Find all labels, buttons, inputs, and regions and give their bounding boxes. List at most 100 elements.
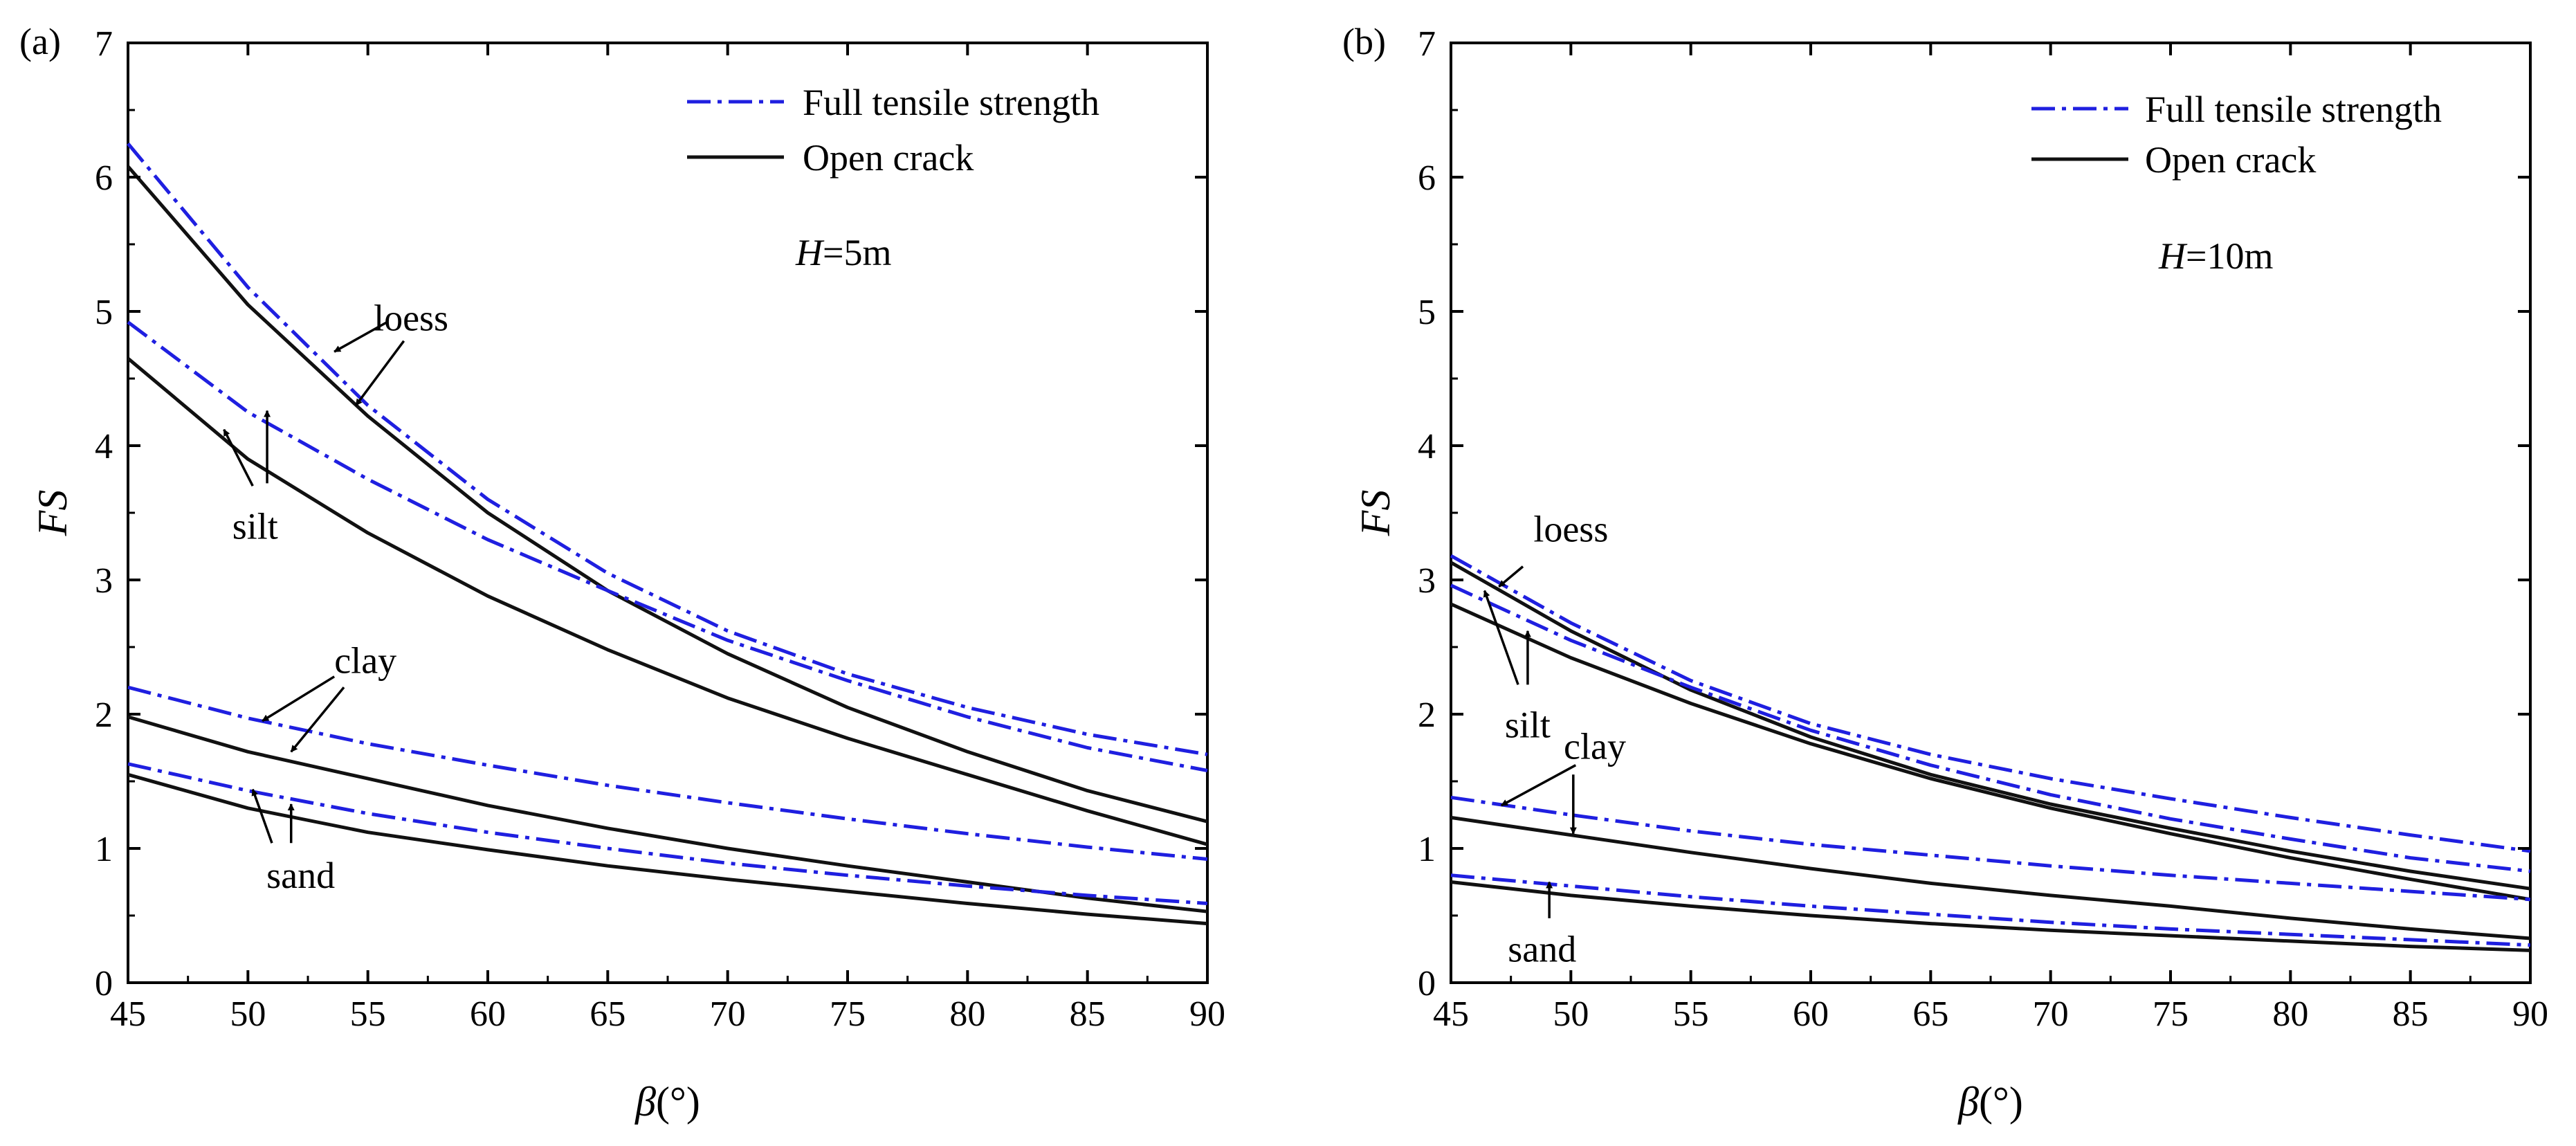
x-tick-label: 80 (949, 994, 985, 1034)
x-tick-label: 60 (1793, 994, 1829, 1034)
height-value: =5m (823, 232, 891, 273)
curve-label-sand: sand (266, 855, 335, 896)
x-tick-label: 85 (1070, 994, 1106, 1034)
panel-label: (a) (19, 21, 61, 62)
y-tick-label: 0 (95, 964, 113, 1003)
curve-label-silt: silt (232, 505, 278, 547)
y-tick-label: 7 (95, 24, 113, 64)
curve-labels: loess silt clay sand (1505, 508, 1626, 970)
legend-open-label: Open crack (803, 137, 974, 179)
curve-label-silt: silt (1505, 704, 1551, 746)
series-sand-open (127, 772, 1208, 926)
y-tick-label: 1 (95, 830, 113, 869)
x-tick-label: 75 (830, 994, 866, 1034)
series-silt-open (1450, 602, 2531, 902)
legend: Full tensile strength Open crack (687, 82, 1099, 179)
curve-label-loess: loess (1533, 508, 1608, 549)
x-tick-label: 65 (1912, 994, 1948, 1034)
x-tick-label: 70 (2033, 994, 2069, 1034)
y-axis-label: FS (30, 490, 75, 537)
label-arrow-silt (223, 428, 254, 486)
series-sand-full (127, 762, 1208, 905)
y-tick-label: 2 (95, 695, 113, 735)
series-sand-full (1450, 873, 2531, 947)
x-tick-label: 75 (2153, 994, 2189, 1034)
y-tick-label: 1 (1418, 830, 1436, 869)
curve-labels: loess silt clay sand (232, 298, 448, 896)
x-axis-label: β(°) (1957, 1079, 2023, 1125)
x-tick-label: 55 (1673, 994, 1709, 1034)
x-tick-label: 90 (2512, 994, 2548, 1034)
series-loess-full (1450, 554, 2531, 853)
legend-full-label: Full tensile strength (803, 82, 1099, 123)
curve-label-sand: sand (1508, 929, 1576, 970)
height-annotation: H=5m (795, 232, 891, 273)
x-tick-label: 45 (1433, 994, 1469, 1034)
height-symbol: H (2158, 235, 2188, 277)
y-tick-label: 4 (1418, 427, 1436, 466)
y-tick-label: 7 (1418, 24, 1436, 64)
y-tick-label: 2 (1418, 695, 1436, 735)
label-arrow-loess (1498, 565, 1524, 588)
series-loess-open (1450, 561, 2531, 891)
label-arrow-sand (251, 788, 273, 844)
axis-ticks (127, 42, 1209, 984)
label-arrows (223, 320, 405, 844)
x-tick-label: 85 (2393, 994, 2429, 1034)
y-tick-label: 4 (95, 427, 113, 466)
legend-full-label: Full tensile strength (2145, 89, 2442, 130)
y-tick-label: 3 (95, 561, 113, 601)
label-arrow-silt (1483, 590, 1519, 685)
label-arrows (1483, 565, 1577, 918)
series-clay-open (127, 715, 1208, 913)
curve-label-loess: loess (374, 298, 448, 339)
x-axis-symbol: β (1957, 1079, 1979, 1125)
label-arrow-clay (290, 686, 345, 753)
label-arrow-clay (1500, 764, 1577, 807)
height-symbol: H (795, 232, 825, 273)
label-arrow-loess (354, 340, 405, 406)
label-arrow-loess (334, 320, 388, 353)
curve-label-clay: clay (1564, 726, 1626, 767)
y-tick-label: 3 (1418, 561, 1436, 601)
x-tick-label: 70 (710, 994, 746, 1034)
series-group (127, 142, 1208, 926)
y-tick-label: 0 (1418, 964, 1436, 1003)
y-tick-label: 5 (95, 293, 113, 332)
x-tick-label: 60 (470, 994, 506, 1034)
y-axis-label: FS (1353, 490, 1398, 537)
x-axis-symbol: β (634, 1079, 656, 1125)
series-clay-full (1450, 795, 2531, 902)
x-tick-label: 50 (1553, 994, 1589, 1034)
panel-label: (b) (1342, 21, 1386, 62)
y-tick-label: 5 (1418, 293, 1436, 332)
series-silt-open (127, 356, 1208, 846)
x-tick-label: 65 (590, 994, 625, 1034)
series-group (1450, 554, 2531, 952)
x-tick-label: 90 (1189, 994, 1225, 1034)
legend-open-label: Open crack (2145, 139, 2316, 181)
height-annotation: H=10m (2158, 235, 2273, 277)
series-clay-open (1450, 815, 2531, 940)
axis-ticks (1450, 42, 2532, 984)
x-axis-unit: (°) (1979, 1079, 2023, 1125)
series-silt-full (127, 320, 1208, 772)
series-loess-full (127, 142, 1208, 756)
y-tick-label: 6 (95, 158, 113, 198)
curve-label-clay: clay (334, 639, 396, 681)
series-loess-open (127, 165, 1208, 824)
x-tick-label: 45 (110, 994, 146, 1034)
x-axis-label: β(°) (634, 1079, 700, 1125)
x-tick-label: 55 (350, 994, 386, 1034)
legend: Full tensile strength Open crack (2031, 89, 2442, 181)
x-axis-unit: (°) (656, 1079, 700, 1125)
x-tick-label: 80 (2272, 994, 2308, 1034)
x-tick-label: 50 (230, 994, 266, 1034)
series-sand-open (1450, 880, 2531, 952)
label-arrow-clay (262, 675, 336, 722)
